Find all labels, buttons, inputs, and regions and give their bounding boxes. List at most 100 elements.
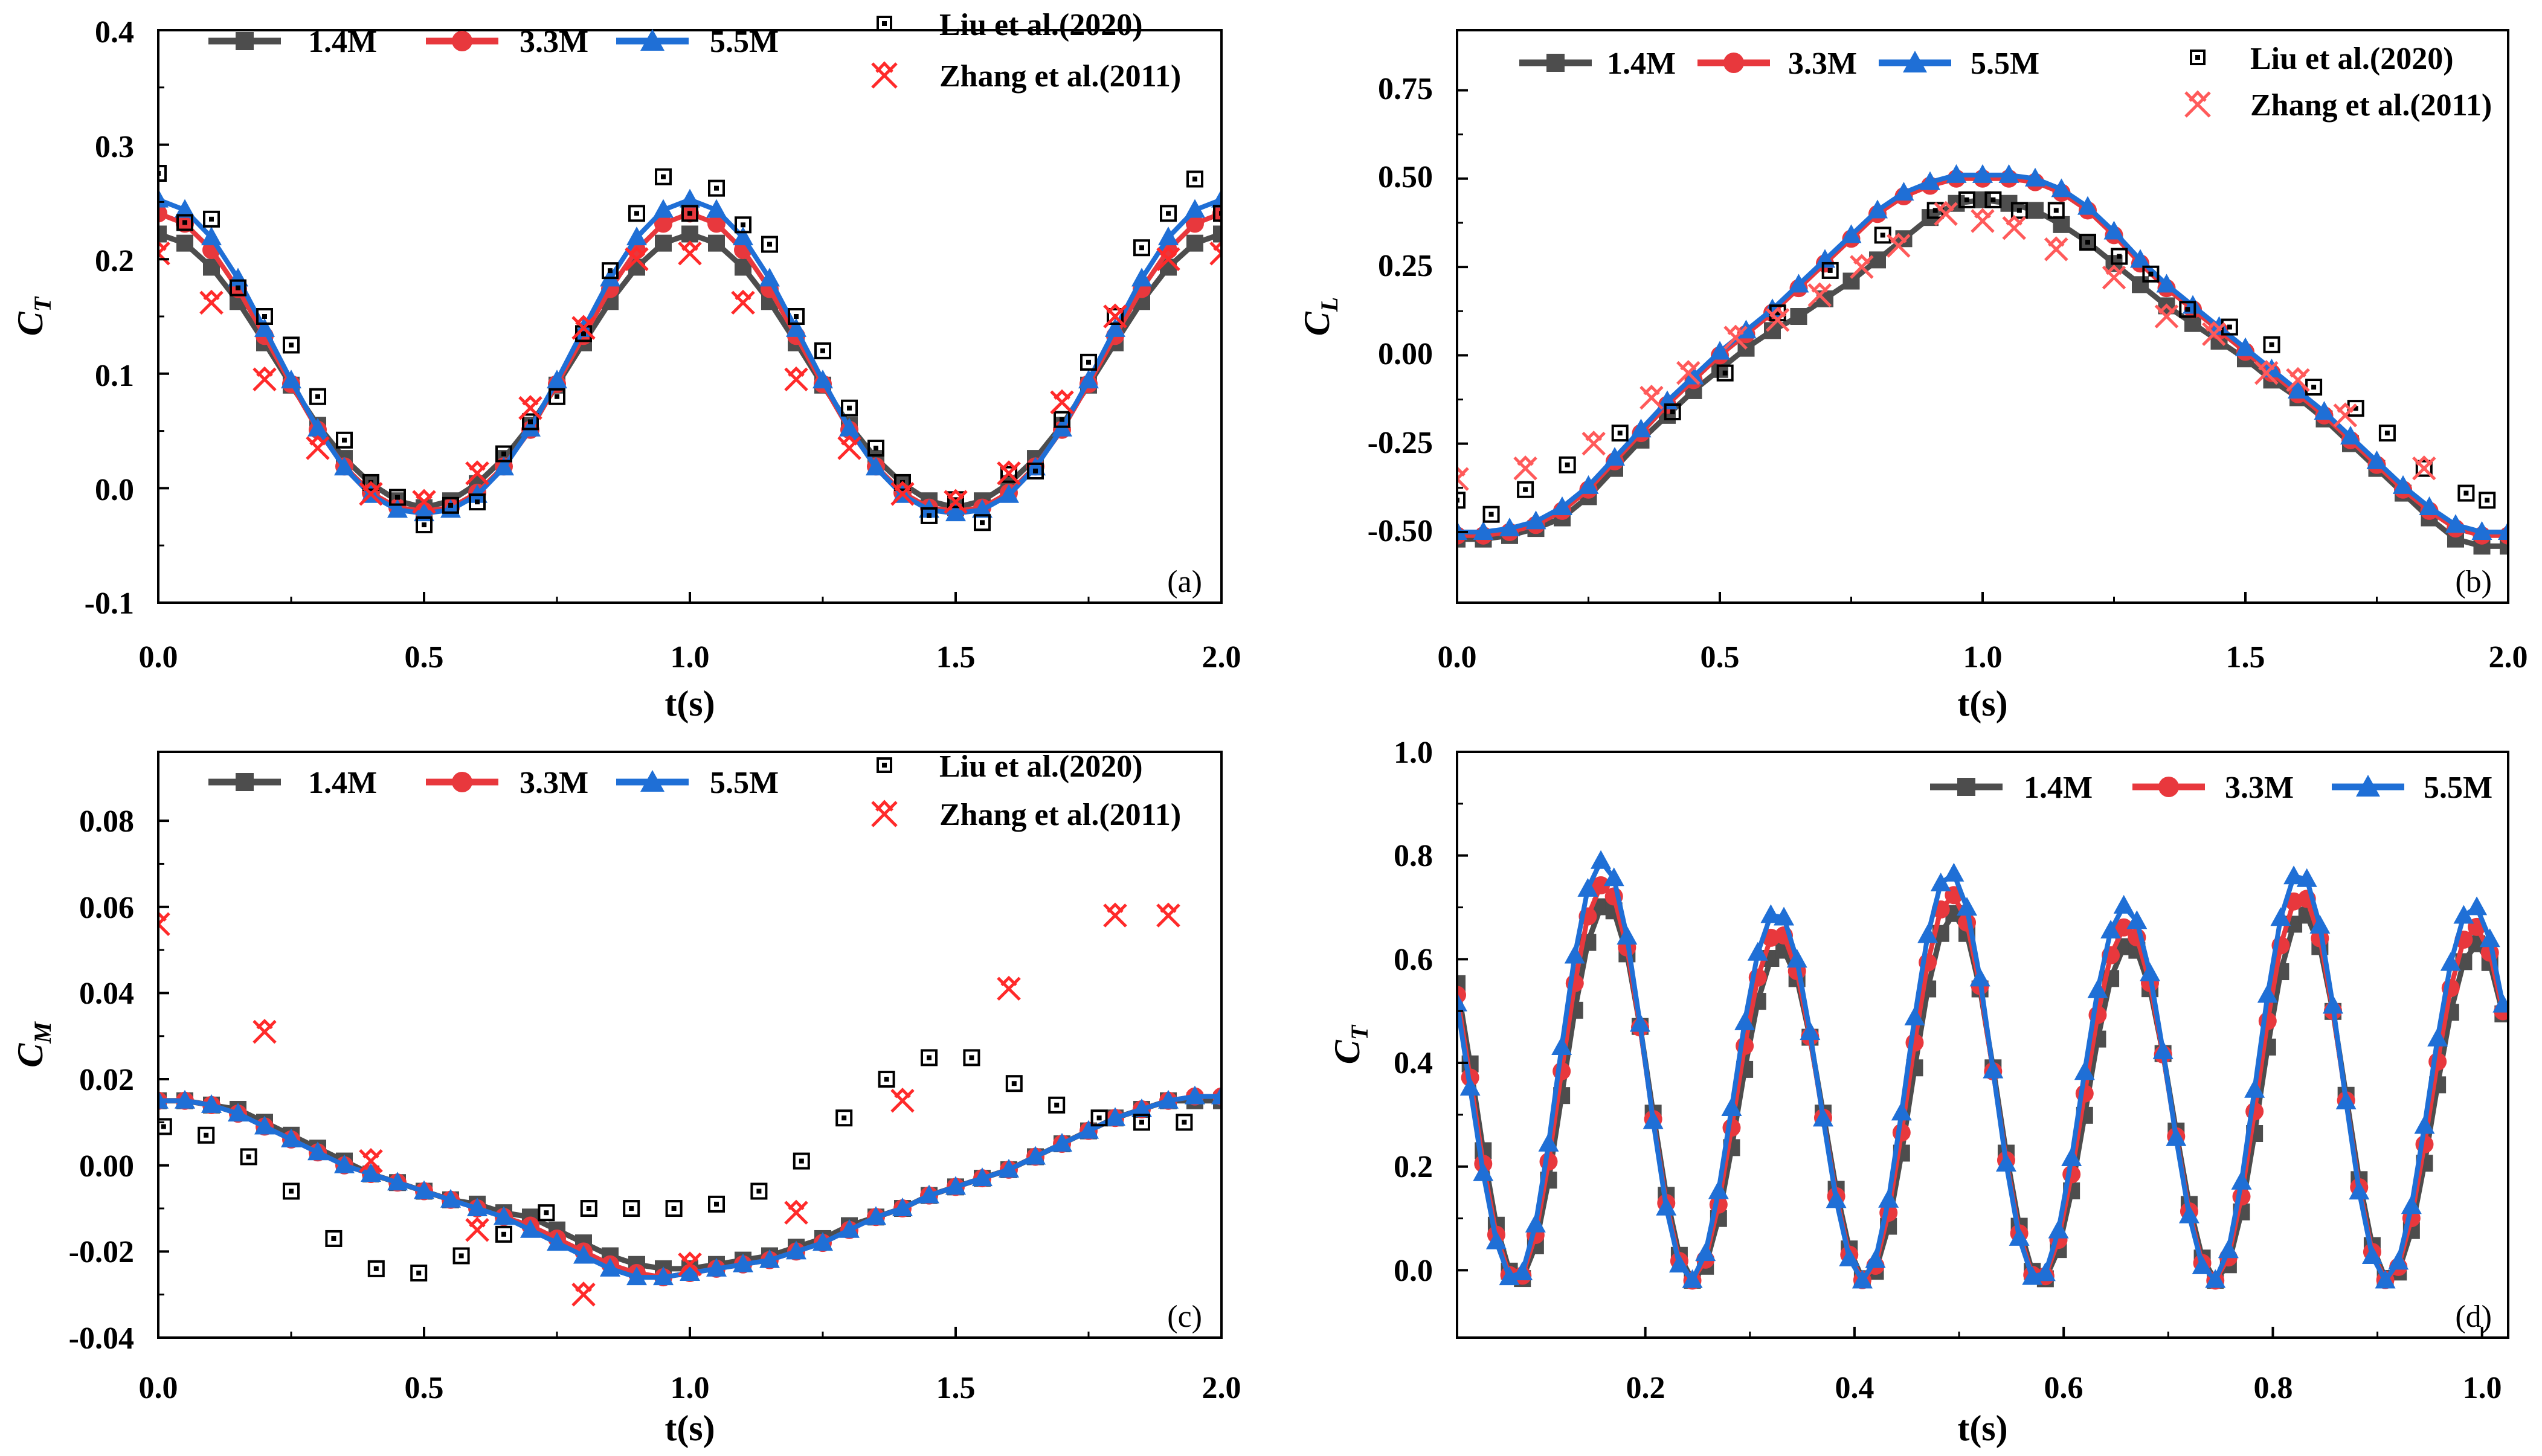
data-point-5-5m-6 [307, 417, 328, 437]
x-tick-label: 0.5 [405, 640, 444, 675]
data-point-5-5m-6 [307, 1141, 328, 1161]
data-point-liu-et-al-2020-24 [788, 308, 805, 325]
data-point-5-5m-31 [972, 1167, 993, 1187]
data-point-liu-et-al-2020-4 [256, 308, 273, 325]
y-tick-label: 0.50 [1378, 160, 1433, 194]
legend-marker-3-3M [2158, 777, 2179, 797]
data-point-5-5m-15 [1643, 1110, 1664, 1129]
data-point-liu-et-al-2020-11 [1958, 191, 1975, 208]
data-point-5-5m-10 [1577, 877, 1598, 897]
data-point-liu-et-al-2020-5 [1664, 403, 1681, 420]
data-point-liu-et-al-2020-23 [2378, 425, 2396, 442]
data-point-5-5m-12 [467, 1198, 487, 1217]
panel-d-plot [1457, 850, 2508, 1290]
data-point-5-5m-33 [1025, 1146, 1046, 1165]
data-point-5-5m-56 [2178, 1204, 2199, 1223]
data-point-zhang-et-al-2011-14 [2102, 265, 2126, 290]
panel-d-ticks [1457, 751, 2483, 1338]
data-point-5-5m-18 [1920, 171, 1940, 190]
panel-d: 0.2 0.4 0.6 0.8 1.0 0.0 0.2 0.4 0.6 0.8 … [1327, 736, 2509, 1448]
legend-label-1-4M: 1.4M [308, 25, 377, 59]
data-point-zhang-et-al-2011-18 [1103, 303, 1127, 329]
data-point-5-5m-38 [1158, 226, 1179, 246]
data-point-liu-et-al-2020-4 [1611, 425, 1629, 442]
data-point-5-5m-18 [1682, 1269, 1703, 1288]
data-point-liu-et-al-2020-31 [974, 514, 991, 531]
y-tick-label: 0.00 [79, 1149, 134, 1184]
data-point-5-5m-48 [2074, 1061, 2095, 1080]
data-point-5-5m-75 [2427, 1027, 2448, 1047]
y-tick-label: 0.2 [95, 244, 134, 278]
data-point-5-5m-14 [1629, 1013, 1650, 1032]
data-point-liu-et-al-2020-7 [452, 1247, 470, 1265]
data-point-liu-et-al-2020-12 [469, 493, 486, 511]
panel-label: (a) [1167, 565, 1202, 599]
data-point-zhang-et-al-2011-4 [359, 481, 383, 506]
series-zhang-et-al-2011 [1457, 200, 2436, 491]
data-point-zhang-et-al-2011-6 [1765, 307, 1790, 332]
data-point-zhang-et-al-2011-19 [1156, 246, 1180, 271]
data-point-5-5m-62 [2257, 984, 2278, 1003]
data-point-5-5m-0 [1457, 992, 1467, 1012]
data-point-5-5m-41 [1983, 1059, 2004, 1079]
data-point-5-5m-59 [2218, 1239, 2239, 1259]
data-point-5-5m-24 [2077, 196, 2098, 215]
legend-label-5-5M: 5.5M [2424, 771, 2492, 805]
data-point-liu-et-al-2020-11 [442, 496, 459, 514]
y-axis-label: CL [1297, 297, 1343, 336]
data-point-liu-et-al-2020-25 [814, 342, 831, 359]
data-point-5-5m-6 [1604, 447, 1625, 466]
y-axis-label-sub: L [1316, 297, 1343, 312]
x-tick-label: 2.0 [1202, 1371, 1241, 1405]
data-point-5-5m-16 [573, 1245, 594, 1264]
data-point-liu-et-al-2020-17 [878, 1071, 895, 1088]
y-tick-label: 0.08 [79, 804, 134, 839]
data-point-5-5m-51 [2113, 894, 2134, 914]
data-point-zhang-et-al-2011-13 [837, 435, 861, 460]
series-line-3-3m [158, 1094, 1221, 1280]
data-point-liu-et-al-2020-26 [841, 399, 858, 417]
data-point-liu-et-al-2020-21 [2305, 379, 2323, 396]
data-point-5-5m-3 [1525, 510, 1546, 530]
data-point-zhang-et-al-2011-10 [1934, 200, 1958, 226]
data-point-5-5m-4 [1499, 1266, 1520, 1286]
data-point-zhang-et-al-2011-5 [678, 1251, 702, 1277]
data-point-5-5m-39 [1185, 1085, 1205, 1105]
y-tick-label: 0.6 [1394, 943, 1433, 977]
y-tick-label: 0.0 [1394, 1254, 1433, 1288]
y-axis-label-sub: T [1346, 1024, 1373, 1040]
data-point-1-4m-21 [708, 234, 725, 252]
data-point-5-5m-10 [1710, 341, 1730, 360]
data-point-1-4m-22 [2027, 202, 2044, 219]
data-point-5-5m-33 [1878, 1188, 1899, 1208]
data-point-liu-et-al-2020-15 [793, 1152, 810, 1170]
data-point-5-5m-68 [2335, 1090, 2357, 1109]
data-point-liu-et-al-2020-6 [410, 1265, 428, 1282]
series-1-4m [1457, 191, 2508, 555]
data-point-5-5m-13 [494, 1206, 514, 1225]
data-point-liu-et-al-2020-16 [835, 1109, 853, 1127]
data-point-5-5m-17 [1893, 182, 1914, 201]
y-tick-label: 0.00 [1378, 337, 1433, 371]
y-tick-label: -0.25 [1368, 426, 1433, 460]
data-point-zhang-et-al-2011-18 [2286, 367, 2310, 393]
data-point-5-5m-49 [2087, 979, 2108, 998]
y-axis-label: CT [10, 296, 56, 336]
data-point-5-5m-8 [361, 1163, 381, 1182]
data-point-5-5m-2 [1473, 1162, 1494, 1181]
y-tick-label: 0.4 [1394, 1046, 1433, 1080]
data-point-5-5m-16 [1656, 1196, 1677, 1216]
data-point-5-5m-21 [706, 199, 727, 218]
data-point-liu-et-al-2020-35 [1080, 353, 1097, 371]
data-point-5-5m-34 [1052, 1133, 1072, 1152]
panel-d-frame [1456, 751, 2509, 1339]
data-point-5-5m-37 [2419, 496, 2440, 515]
data-point-liu-et-al-2020-16 [2111, 248, 2128, 265]
x-tick-label: 0.5 [1701, 640, 1740, 675]
data-point-5-5m-23 [759, 1249, 780, 1268]
data-point-5-5m-14 [520, 417, 541, 437]
y-axis-label-sub: T [29, 296, 56, 312]
data-point-liu-et-al-2020-1 [1482, 505, 1500, 523]
data-point-zhang-et-al-2011-20 [1209, 240, 1221, 266]
data-point-5-5m-15 [547, 1232, 567, 1251]
